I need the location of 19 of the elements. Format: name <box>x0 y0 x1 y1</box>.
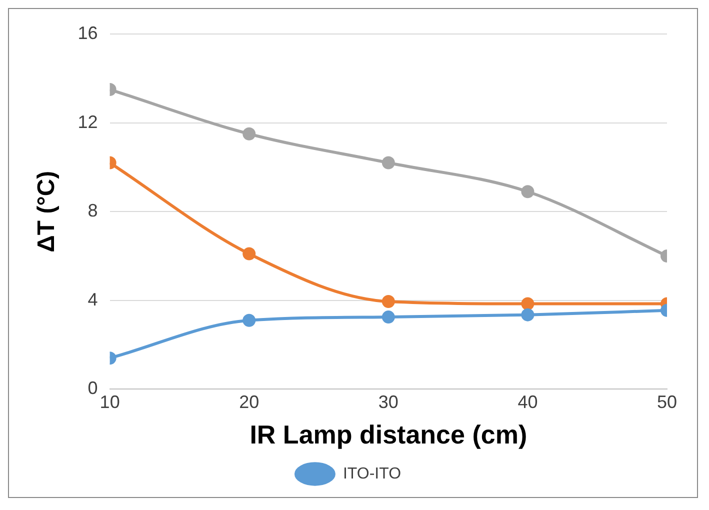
x-tick-label: 50 <box>656 392 678 412</box>
y-tick-label: 0 <box>88 378 98 398</box>
legend-label: ITO-ITO <box>342 465 402 482</box>
point <box>382 156 395 170</box>
point <box>242 247 256 260</box>
y-tick-label: 8 <box>88 200 98 221</box>
x-axis-title: IR Lamp distance (cm) <box>250 420 528 450</box>
point <box>382 295 395 308</box>
x-tick-label: 30 <box>378 392 398 412</box>
point <box>242 127 256 140</box>
y-axis-title: ΔT (°C) <box>33 170 60 252</box>
x-tick-label: 10 <box>100 392 120 412</box>
y-tick-label: 12 <box>78 112 98 132</box>
y-tick-label: 4 <box>88 289 98 310</box>
x-tick-label: 20 <box>239 392 260 412</box>
point <box>242 314 256 327</box>
point <box>382 310 395 324</box>
y-tick-label: 16 <box>78 22 98 43</box>
x-tick-label: 40 <box>518 392 538 412</box>
